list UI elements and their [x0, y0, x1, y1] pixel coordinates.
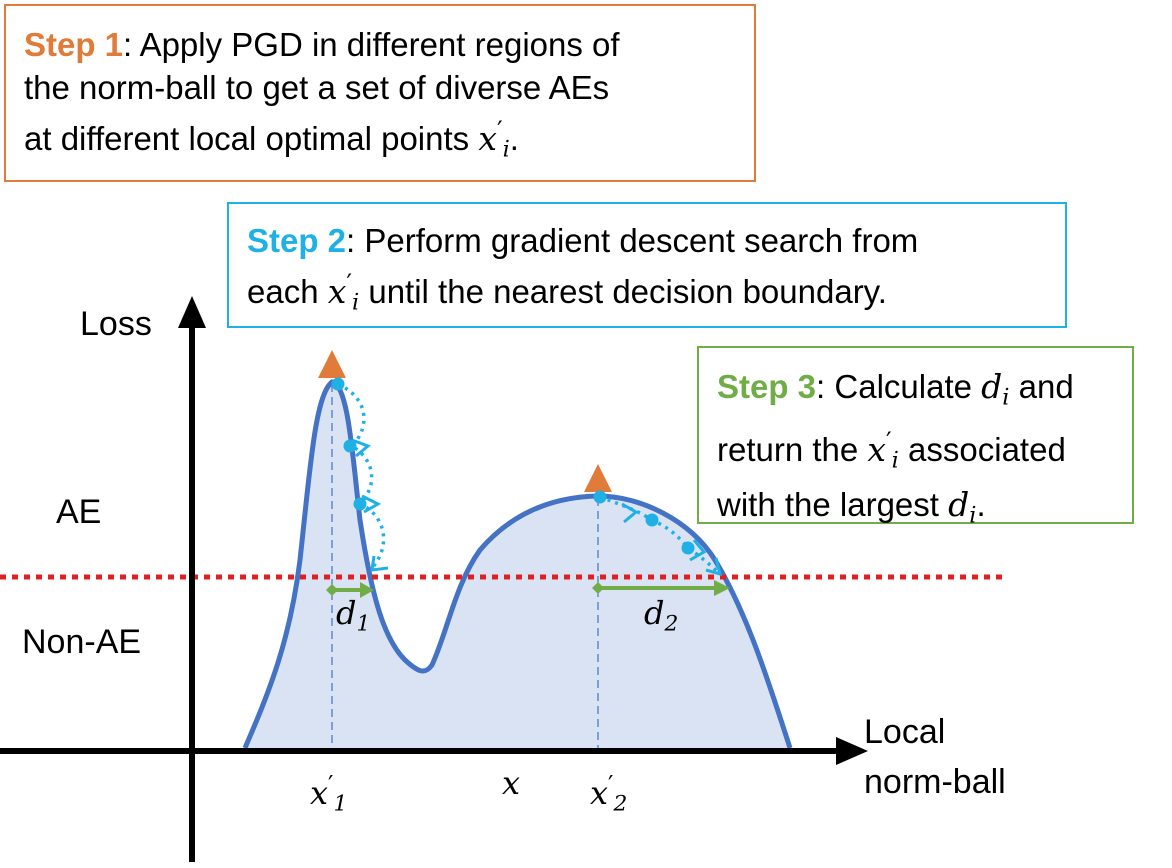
x1-prime-label: x′1: [310, 771, 348, 817]
d2-arrowhead: [714, 580, 730, 596]
descent-arrowhead-1a: [351, 438, 371, 458]
descent-point-2a: [593, 490, 607, 504]
descent-arrowhead-2c: [705, 557, 723, 577]
x-axis-label-line1: Local: [864, 713, 946, 751]
step2-xi-var: x′i: [327, 269, 360, 316]
step1-line-2: the norm-ball to get a set of diverse AE…: [24, 69, 610, 106]
d1-diamond: [326, 584, 338, 596]
step2-title: Step 2: [247, 222, 347, 259]
y-axis-label: Loss: [80, 305, 152, 343]
loss-curve: [242, 379, 793, 749]
descent-path-1: [337, 382, 386, 570]
pgd-peak-triangle-1: [318, 350, 346, 378]
d2-diamond: [592, 582, 604, 594]
step3-line-1: Step 3: Calculate di and: [717, 367, 1074, 411]
ae-region-label: AE: [56, 493, 102, 531]
step1-box: Step 1: Apply PGD in different regions o…: [4, 4, 756, 182]
pgd-peak-triangle-2: [584, 464, 612, 492]
non-ae-region-label: Non-AE: [22, 623, 142, 661]
step3-box: Step 3: Calculate di and return the x′i …: [697, 346, 1134, 528]
step3-di-var-2: di: [948, 484, 977, 529]
step3-line-2: return the x′i associated: [717, 426, 1066, 474]
d2-label: d2: [644, 594, 679, 637]
loss-curve-fill: [245, 382, 790, 748]
x-axis-label-line2: norm-ball: [864, 763, 1006, 801]
step2-line-2: each x′i until the nearest decision boun…: [247, 269, 887, 316]
d1-label: d1: [336, 594, 371, 637]
step3-xi-var: x′i: [867, 426, 899, 474]
step1-title: Step 1: [24, 26, 124, 63]
step3-di-var: di: [981, 367, 1010, 411]
x-origin-label: x: [502, 764, 521, 802]
descent-point-1b: [343, 439, 357, 453]
descent-point-1a: [331, 377, 345, 391]
descent-arrowhead-2b: [689, 539, 707, 562]
descent-arrowhead-1b: [361, 494, 382, 514]
step2-box: Step 2: Perform gradient descent search …: [227, 202, 1067, 328]
d1-arrowhead: [360, 582, 374, 598]
descent-point-2c: [681, 541, 695, 555]
descent-point-2b: [645, 513, 659, 527]
descent-arrowhead-1c: [370, 555, 389, 572]
step3-title: Step 3: [717, 368, 817, 405]
step1-xi-var: x′i: [478, 116, 510, 163]
step1-line-3: at different local optimal points x′i.: [24, 116, 519, 163]
descent-arrowhead-2a: [621, 502, 639, 524]
x2-prime-label: x′2: [590, 771, 628, 817]
step1-line-1: Step 1: Apply PGD in different regions o…: [24, 26, 620, 63]
descent-point-1c: [353, 497, 367, 511]
step2-line-1: Step 2: Perform gradient descent search …: [247, 222, 919, 259]
y-axis-arrowhead: [178, 296, 206, 328]
x-axis-arrowhead: [836, 737, 868, 765]
step3-line-3: with the largest di.: [717, 484, 986, 529]
